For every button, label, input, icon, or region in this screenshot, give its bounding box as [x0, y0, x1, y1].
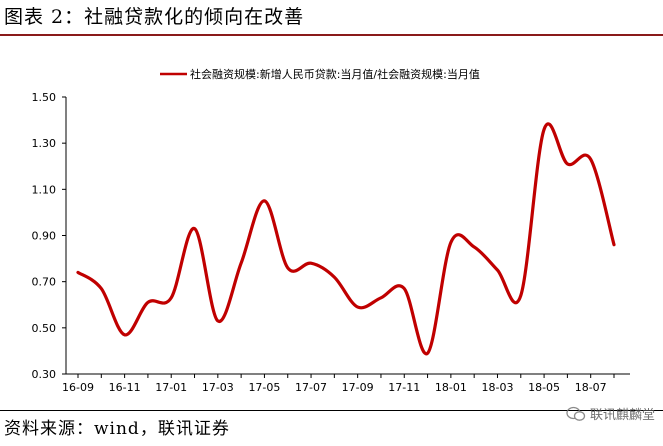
y-tick-label: 0.50: [32, 322, 57, 335]
line-chart: 社会融资规模:新增人民币贷款:当月值/社会融资规模:当月值 0.300.500.…: [32, 67, 630, 394]
source-note: 资料来源：wind，联讯证券: [4, 419, 230, 439]
y-tick-label: 0.30: [32, 368, 57, 381]
title-divider: [0, 34, 663, 36]
chart-legend: 社会融资规模:新增人民币贷款:当月值/社会融资规模:当月值: [160, 67, 480, 81]
x-tick-label: 17-07: [295, 381, 327, 394]
watermark-text: 联讯麒麟堂: [589, 408, 655, 423]
y-tick-label: 0.90: [32, 230, 57, 243]
wechat-icon: [566, 406, 586, 421]
y-tick-label: 1.30: [32, 137, 57, 150]
x-tick-label: 17-03: [202, 381, 234, 394]
footer-divider: [0, 410, 663, 411]
y-tick-label: 1.50: [32, 91, 57, 104]
x-tick-label: 18-03: [481, 381, 513, 394]
figure-title: 图表 2：社融贷款化的倾向在改善: [4, 6, 305, 28]
y-tick-label: 1.10: [32, 183, 57, 196]
x-tick-label: 18-05: [528, 381, 560, 394]
x-tick-label: 17-01: [155, 381, 187, 394]
series-line: [76, 122, 616, 356]
x-axis-ticks: 16-09 16-11 17-01 17-03 17-05 17-07 17-09 17-11…: [62, 374, 615, 394]
legend-label: 社会融资规模:新增人民币贷款:当月值/社会融资规模:当月值: [190, 67, 480, 81]
x-tick-label: 16-09: [62, 381, 94, 394]
x-tick-label: 18-01: [435, 381, 467, 394]
x-tick-label: 17-05: [248, 381, 280, 394]
watermark: 联讯麒麟堂: [566, 404, 655, 423]
x-tick-label: 18-07: [575, 381, 607, 394]
x-tick-label: 17-11: [388, 381, 420, 394]
chart-axes: [65, 97, 630, 375]
x-tick-label: 17-09: [342, 381, 374, 394]
y-tick-label: 0.70: [32, 276, 57, 289]
y-axis-ticks: 0.30 0.50 0.70 0.90 1.10 1.30 1.50: [32, 91, 66, 381]
x-tick-label: 16-11: [109, 381, 141, 394]
